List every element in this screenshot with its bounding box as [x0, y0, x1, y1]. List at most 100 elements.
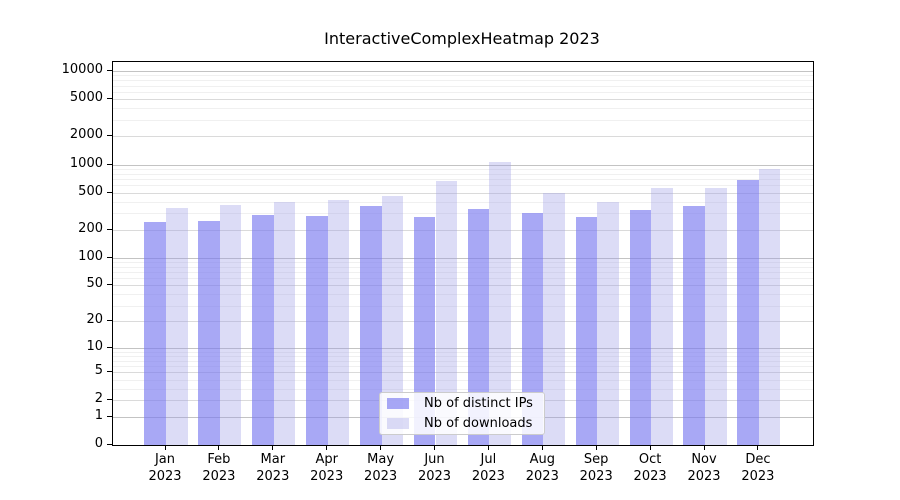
gridline: [113, 271, 813, 273]
y-tick: [107, 399, 112, 401]
gridline: [113, 388, 813, 390]
bar-nb-of-downloads: [758, 169, 781, 445]
gridline: [113, 178, 813, 180]
gridline: [113, 75, 813, 77]
gridline: [113, 173, 813, 175]
gridline: [113, 347, 813, 349]
gridline: [113, 305, 813, 307]
gridline: [113, 355, 813, 357]
x-tick-label: Aug 2023: [525, 452, 559, 484]
gridline: [113, 294, 813, 296]
y-tick: [107, 228, 112, 230]
bar-nb-of-downloads: [651, 187, 673, 445]
plot-area: Nb of distinct IPs Nb of downloads: [112, 61, 814, 446]
gridline: [113, 229, 813, 231]
gridline: [113, 366, 813, 367]
x-tick: [757, 445, 759, 450]
gridline: [113, 201, 813, 203]
bar-nb-of-distinct-ips: [737, 179, 759, 445]
x-tick-label: Apr 2023: [310, 452, 344, 484]
bar-nb-of-downloads: [166, 207, 188, 445]
y-tick: [107, 191, 112, 193]
bar-nb-of-downloads: [219, 205, 242, 445]
gridline: [113, 213, 813, 215]
legend-entry-distinct-ips: Nb of distinct IPs: [386, 395, 538, 413]
y-tick-label: 200: [78, 220, 103, 236]
x-tick-label: Feb 2023: [202, 452, 236, 484]
bar-nb-of-distinct-ips: [575, 217, 598, 445]
gridline: [113, 321, 813, 323]
x-tick: [380, 445, 382, 450]
gridline: [113, 164, 813, 166]
bar-nb-of-downloads: [327, 199, 350, 445]
y-tick: [107, 444, 112, 445]
x-tick-label: Dec 2023: [741, 452, 775, 484]
x-tick-label: May 2023: [364, 452, 398, 484]
bar-nb-of-downloads: [273, 202, 296, 445]
x-tick: [434, 445, 435, 450]
gridline: [113, 119, 813, 121]
bar-nb-of-distinct-ips: [252, 215, 274, 445]
y-tick-label: 1000: [69, 155, 103, 171]
y-tick-label: 10: [86, 338, 103, 354]
bar-nb-of-downloads: [543, 193, 565, 445]
bar-nb-of-downloads: [381, 195, 404, 445]
gridline: [113, 278, 813, 280]
y-tick: [107, 284, 112, 286]
x-tick: [326, 445, 328, 450]
y-tick-label: 0: [94, 436, 103, 451]
x-tick: [541, 445, 543, 450]
y-tick: [107, 70, 112, 71]
y-tick-label: 20: [86, 312, 103, 328]
x-tick-label: Mar 2023: [256, 452, 290, 484]
y-tick: [107, 371, 112, 373]
y-tick-label: 10000: [61, 62, 103, 77]
x-tick: [595, 445, 597, 450]
y-tick-label: 5000: [69, 90, 103, 106]
gridline: [113, 80, 813, 82]
legend: Nb of distinct IPs Nb of downloads: [379, 392, 545, 435]
x-tick: [487, 445, 489, 450]
gridline: [113, 372, 813, 374]
y-tick-label: 1: [94, 407, 103, 423]
y-tick: [107, 256, 112, 258]
y-tick-label: 50: [86, 276, 103, 292]
bar-nb-of-downloads: [489, 162, 511, 445]
gridline: [113, 266, 813, 268]
bar-nb-of-distinct-ips: [467, 209, 490, 445]
y-tick-label: 2000: [69, 127, 103, 143]
gridline: [113, 99, 813, 101]
bar-nb-of-distinct-ips: [144, 222, 166, 445]
bar-nb-of-downloads: [597, 202, 619, 445]
bar-nb-of-distinct-ips: [413, 216, 436, 445]
x-tick-label: Sep 2023: [579, 452, 613, 484]
x-tick-label: Nov 2023: [687, 452, 721, 484]
x-tick-label: Oct 2023: [633, 452, 667, 484]
y-tick: [107, 98, 112, 100]
legend-swatch-distinct-ips: [387, 398, 409, 410]
y-tick: [107, 163, 112, 165]
bar-nb-of-downloads: [705, 187, 727, 445]
gridline: [113, 351, 813, 353]
x-tick: [164, 445, 166, 450]
x-tick-label: Jun 2023: [417, 452, 452, 484]
bar-nb-of-distinct-ips: [360, 206, 382, 445]
gridline: [113, 285, 813, 287]
x-tick: [272, 445, 274, 450]
gridline: [113, 360, 813, 362]
y-tick-label: 500: [78, 183, 103, 199]
legend-entry-downloads: Nb of downloads: [386, 415, 538, 433]
y-tick-label: 5: [94, 363, 103, 379]
gridline: [113, 108, 813, 110]
legend-label-distinct-ips: Nb of distinct IPs: [424, 396, 533, 412]
bar-nb-of-distinct-ips: [198, 221, 220, 445]
gridline: [113, 136, 813, 138]
legend-label-downloads: Nb of downloads: [424, 415, 533, 431]
bar-nb-of-distinct-ips: [683, 206, 705, 445]
gridline: [113, 379, 813, 381]
y-tick: [107, 135, 112, 137]
gridline: [113, 91, 813, 93]
y-tick: [107, 320, 112, 322]
chart-title: InteractiveComplexHeatmap 2023: [324, 29, 600, 48]
